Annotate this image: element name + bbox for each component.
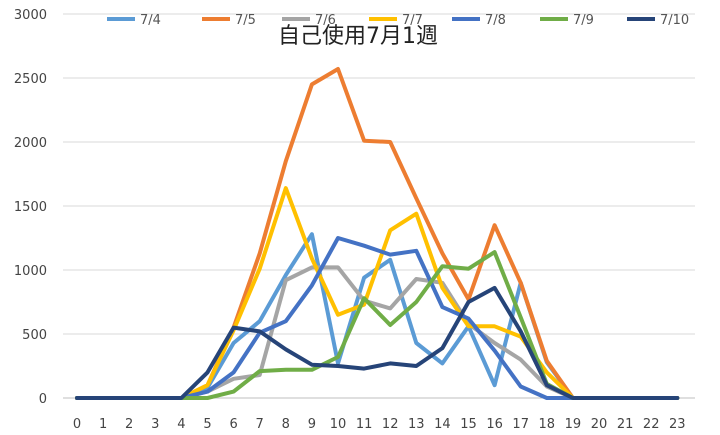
- series-line-7-9: [75, 250, 680, 400]
- x-tick-label: 10: [330, 417, 347, 432]
- x-tick-label: 13: [408, 417, 425, 432]
- y-tick-label: 500: [22, 328, 47, 343]
- legend-label: 7/8: [485, 13, 506, 28]
- x-tick-label: 2: [125, 417, 133, 432]
- legend-label: 7/7: [402, 13, 423, 28]
- grid-layer: [63, 13, 695, 399]
- x-tick-label: 6: [229, 417, 237, 432]
- x-tick-label: 19: [565, 417, 582, 432]
- x-tick-label: 21: [617, 417, 634, 432]
- y-tick-label: 2000: [14, 136, 47, 151]
- x-tick-label: 1: [99, 417, 107, 432]
- x-axis-ticks: 0 1 2 3 4 5 6 7 8 9 10 11 12 13 14 15 16 17 18 19 20 21 22 23: [73, 417, 686, 432]
- legend-label: 7/10: [660, 13, 689, 28]
- x-tick-label: 15: [460, 417, 477, 432]
- legend-label: 7/9: [573, 13, 594, 28]
- series-layer: [75, 67, 680, 400]
- x-tick-label: 4: [177, 417, 185, 432]
- series-line-7-4: [75, 232, 680, 400]
- legend: 7/4 7/5 7/6 7/7 7/8 7/9 7/10: [107, 13, 689, 28]
- series-line-7-5: [75, 67, 680, 400]
- legend-label: 7/4: [140, 13, 161, 28]
- y-tick-label: 3000: [14, 8, 47, 23]
- x-tick-label: 20: [591, 417, 608, 432]
- x-tick-label: 9: [308, 417, 316, 432]
- x-tick-label: 22: [643, 417, 660, 432]
- x-tick-label: 12: [382, 417, 399, 432]
- x-tick-label: 8: [282, 417, 290, 432]
- x-tick-label: 5: [203, 417, 211, 432]
- x-tick-label: 7: [256, 417, 264, 432]
- y-tick-label: 1000: [14, 264, 47, 279]
- y-tick-label: 2500: [14, 72, 47, 87]
- x-tick-label: 23: [669, 417, 686, 432]
- y-tick-label: 0: [39, 392, 47, 407]
- series-line-7-6: [75, 265, 680, 400]
- x-tick-label: 18: [539, 417, 556, 432]
- x-tick-label: 17: [512, 417, 529, 432]
- chart-title: 自己使用7月1週: [278, 24, 438, 49]
- y-tick-label: 1500: [14, 200, 47, 215]
- x-tick-label: 11: [356, 417, 373, 432]
- x-tick-label: 14: [434, 417, 451, 432]
- x-tick-label: 0: [73, 417, 81, 432]
- legend-label: 7/5: [235, 13, 256, 28]
- series-line-7-10: [75, 285, 680, 400]
- x-tick-label: 16: [486, 417, 503, 432]
- y-axis-ticks: 0 500 1000 1500 2000 2500 3000: [14, 8, 47, 407]
- legend-label: 7/6: [315, 13, 336, 28]
- x-tick-label: 3: [151, 417, 159, 432]
